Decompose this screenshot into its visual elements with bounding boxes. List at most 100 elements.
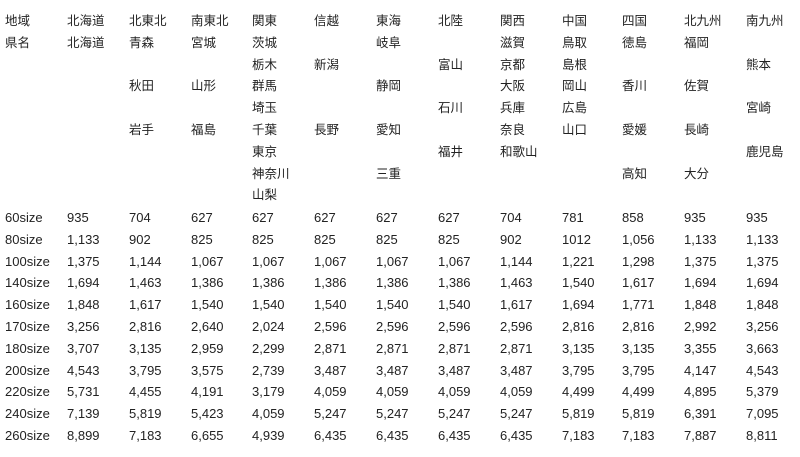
row-label: 170size (5, 319, 50, 334)
table-cell: 3,135 (622, 340, 655, 356)
header-line: 山梨 (0, 184, 800, 206)
header-line: 東京 福井 和歌山 鹿児島 (0, 141, 800, 163)
table-cell: 1,375 (684, 253, 717, 269)
table-cell: 栃木 (252, 57, 278, 72)
table-cell: 1,694 (684, 275, 717, 291)
table-cell: 1,848 (746, 297, 779, 313)
table-cell: 4,059 (500, 384, 533, 400)
table-cell: 愛知 (376, 123, 402, 137)
table-cell: 825 (438, 231, 460, 247)
table-cell: 6,435 (314, 428, 347, 443)
table-cell: 4,895 (684, 384, 717, 400)
table-cell: 627 (314, 210, 336, 225)
table-cell: 1,144 (129, 253, 162, 269)
table-cell: 2,992 (684, 319, 717, 334)
table-cell: 兵庫 (500, 101, 526, 116)
table-cell: 北九州 (684, 14, 722, 28)
row-label: 60size (5, 210, 43, 225)
table-cell: 3,487 (376, 362, 409, 378)
table-cell: 京都 (500, 57, 526, 72)
table-cell: 1,540 (562, 275, 595, 291)
table-cell: 1,694 (746, 275, 779, 291)
table-cell: 広島 (562, 101, 588, 116)
table-cell: 4,059 (438, 384, 471, 400)
table-cell: 1,375 (746, 253, 779, 269)
table-cell: 1,221 (562, 253, 595, 269)
table-cell: 1,617 (129, 297, 162, 313)
table-cell: 858 (622, 210, 644, 225)
table-cell: 大分 (684, 166, 710, 181)
table-cell: 4,499 (562, 384, 595, 400)
table-row: 170size 3,256 2,816 2,640 2,024 2,596 2,596 2,5… (0, 316, 800, 338)
table-cell: 1,463 (500, 275, 533, 291)
table-cell: 1,694 (562, 297, 595, 313)
table-cell: 3,179 (252, 384, 285, 400)
table-cell: 1,056 (622, 231, 655, 247)
table-cell: 5,247 (314, 406, 347, 422)
table-cell: 1,617 (500, 297, 533, 313)
table-cell: 埼玉 (252, 101, 278, 116)
table-cell: 1,540 (438, 297, 471, 313)
table-cell: 熊本 (746, 57, 772, 72)
table-cell: 福井 (438, 144, 464, 159)
table-cell: 627 (191, 210, 213, 225)
table-cell: 秋田 (129, 79, 155, 94)
table-cell: 北東北 (129, 14, 167, 28)
table-cell: 鹿児島 (746, 144, 784, 159)
table-row: 180size 3,707 3,135 2,959 2,299 2,871 2,871 2,8… (0, 338, 800, 360)
table-cell: 島根 (562, 57, 588, 72)
row-label: 地域 (5, 14, 31, 28)
table-cell: 千葉 (252, 123, 278, 137)
table-row: 200size 4,543 3,795 3,575 2,739 3,487 3,487 3,4… (0, 360, 800, 382)
table-cell: 岩手 (129, 123, 155, 137)
table-cell: 滋賀 (500, 35, 526, 50)
table-row: 80size 1,133 902 825 825 825 825 825 902 1012 1,05… (0, 229, 800, 251)
row-label: 140size (5, 275, 50, 291)
table-cell: 3,795 (129, 362, 162, 378)
table-cell: 1,771 (622, 297, 655, 313)
table-cell: 1,386 (314, 275, 347, 291)
table-cell: 2,871 (500, 340, 533, 356)
table-cell: 中国 (562, 14, 588, 28)
table-cell: 1,848 (67, 297, 100, 313)
table-row: 260size 8,899 7,183 6,655 4,939 6,435 6,435 6,4… (0, 425, 800, 447)
table-cell: 5,247 (438, 406, 471, 422)
table-cell: 2,739 (252, 362, 285, 378)
table-cell: 佐賀 (684, 79, 710, 94)
table-cell: 1,540 (191, 297, 224, 313)
table-cell: 2,596 (500, 319, 533, 334)
table-cell: 4,939 (252, 428, 285, 443)
table-cell: 東京 (252, 144, 278, 159)
table-cell: 6,435 (376, 428, 409, 443)
table-cell: 902 (500, 231, 522, 247)
table-cell: 1,386 (252, 275, 285, 291)
row-label: 180size (5, 340, 50, 356)
table-cell: 1,067 (314, 253, 347, 269)
table-cell: 704 (129, 210, 151, 225)
table-cell: 2,640 (191, 319, 224, 334)
table-cell: 2,871 (438, 340, 471, 356)
table-cell: 奈良 (500, 123, 526, 137)
table-cell: 4,499 (622, 384, 655, 400)
table-cell: 4,191 (191, 384, 224, 400)
table-cell: 5,423 (191, 406, 224, 422)
table-cell: 1,386 (191, 275, 224, 291)
table-cell: 7,183 (622, 428, 655, 443)
table-cell: 5,819 (562, 406, 595, 422)
table-cell: 6,435 (438, 428, 471, 443)
table-cell: 1,694 (67, 275, 100, 291)
table-cell: 3,707 (67, 340, 100, 356)
table-cell: 福島 (191, 123, 217, 137)
table-cell: 群馬 (252, 79, 278, 94)
row-label: 260size (5, 428, 50, 443)
table-cell: 長野 (314, 123, 340, 137)
table-cell: 7,183 (562, 428, 595, 443)
table-cell: 1,386 (438, 275, 471, 291)
table-cell: 3,795 (622, 362, 655, 378)
table-cell: 935 (67, 210, 89, 225)
table-cell: 石川 (438, 101, 464, 116)
table-cell: 青森 (129, 35, 155, 50)
table-cell: 5,247 (500, 406, 533, 422)
table-cell: 鳥取 (562, 35, 588, 50)
table-cell: 茨城 (252, 35, 278, 50)
